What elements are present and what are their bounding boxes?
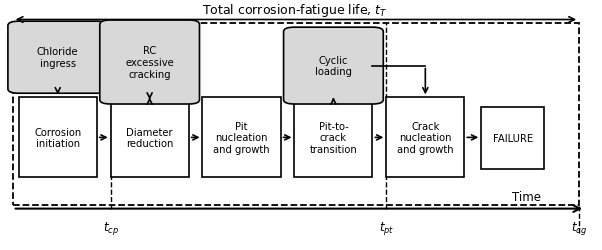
Text: Cyclic
loading: Cyclic loading	[315, 56, 352, 77]
Text: Total corrosion-fatigue life, $t_T$: Total corrosion-fatigue life, $t_T$	[202, 2, 388, 19]
FancyBboxPatch shape	[19, 98, 97, 178]
FancyBboxPatch shape	[386, 98, 464, 178]
Text: $t_{cp}$: $t_{cp}$	[102, 220, 119, 236]
FancyBboxPatch shape	[202, 98, 281, 178]
Text: Chloride
ingress: Chloride ingress	[37, 47, 79, 69]
Text: Corrosion
initiation: Corrosion initiation	[34, 127, 81, 148]
Text: $t_{pt}$: $t_{pt}$	[379, 220, 394, 236]
FancyBboxPatch shape	[284, 28, 383, 104]
Text: Diameter
reduction: Diameter reduction	[126, 127, 173, 148]
Text: RC
excessive
cracking: RC excessive cracking	[125, 46, 174, 79]
FancyBboxPatch shape	[111, 98, 188, 178]
FancyBboxPatch shape	[100, 21, 199, 104]
Text: Time: Time	[512, 190, 541, 203]
Text: FAILURE: FAILURE	[492, 134, 533, 143]
FancyBboxPatch shape	[481, 108, 544, 170]
Text: $t_{cg}$: $t_{cg}$	[571, 220, 587, 236]
FancyBboxPatch shape	[8, 22, 108, 94]
Text: Pit-to-
crack
transition: Pit-to- crack transition	[309, 121, 358, 154]
FancyBboxPatch shape	[294, 98, 373, 178]
Text: Crack
nucleation
and growth: Crack nucleation and growth	[397, 121, 454, 154]
Text: Pit
nucleation
and growth: Pit nucleation and growth	[213, 121, 270, 154]
